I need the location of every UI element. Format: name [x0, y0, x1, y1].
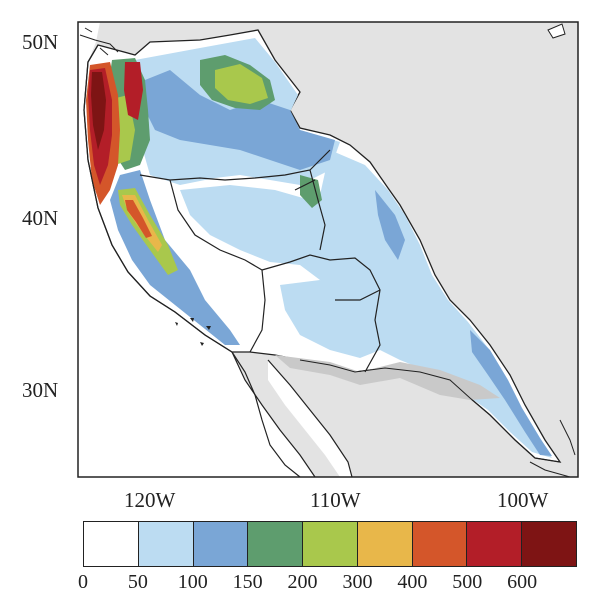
lon-label-120w: 120W — [124, 488, 176, 512]
precip-400-500-sierra — [125, 200, 152, 238]
map-frame — [77, 21, 579, 478]
colorbar-cell — [248, 522, 304, 566]
colorbar-cell — [193, 522, 249, 566]
colorbar-tick-label: 50 — [127, 571, 148, 593]
lat-label-30n: 30N — [22, 378, 59, 402]
top-right-island — [547, 23, 566, 39]
lon-label-100w: 100W — [497, 488, 549, 512]
precip-100-150-east — [375, 190, 405, 260]
colorbar — [83, 521, 577, 567]
precip-150-200-center — [300, 175, 322, 208]
colorbar-cell — [357, 522, 413, 566]
precip-600-plus-coast — [91, 72, 106, 150]
border-lines — [299, 359, 576, 478]
northern-coast-islands — [79, 27, 119, 56]
gray-patch-south — [275, 355, 500, 400]
colorbar-cell — [412, 522, 468, 566]
precip-100-150-southeast — [470, 330, 552, 456]
coastline — [83, 44, 316, 478]
colorbar-cell — [84, 522, 139, 566]
colorbar-cell — [522, 522, 577, 566]
colorbar-tick-label: 150 — [232, 571, 263, 593]
colorbar-cell — [138, 522, 194, 566]
precip-50-100-southcentral — [280, 280, 380, 358]
colorbar-tick-label: 100 — [177, 571, 208, 593]
colorbar-tick-label: 0 — [78, 571, 88, 593]
colorbar-cell — [467, 522, 523, 566]
gulf-of-california — [268, 360, 352, 477]
colorbar-tick-label: 200 — [287, 571, 318, 593]
precip-50-100-east — [290, 150, 552, 458]
colorbar-tick-label: 400 — [397, 571, 428, 593]
pacific-ocean — [78, 22, 315, 477]
lat-label-50n: 50N — [22, 30, 59, 54]
colorbar-tick-label: 500 — [452, 571, 483, 593]
precip-100-150-north — [145, 70, 335, 170]
sub-basin-divisions — [139, 149, 381, 373]
colorbar-tick-label: 300 — [342, 571, 373, 593]
precip-500-600-cascades — [124, 62, 143, 120]
lon-label-110w: 110W — [310, 488, 361, 512]
precip-200-300-north — [215, 64, 268, 104]
lat-label-40n: 40N — [22, 206, 59, 230]
colorbar-tick-label: 600 — [507, 571, 538, 593]
colorbar-cell — [303, 522, 358, 566]
precip-50-100-central — [180, 185, 320, 265]
baja-coastline — [231, 351, 353, 478]
